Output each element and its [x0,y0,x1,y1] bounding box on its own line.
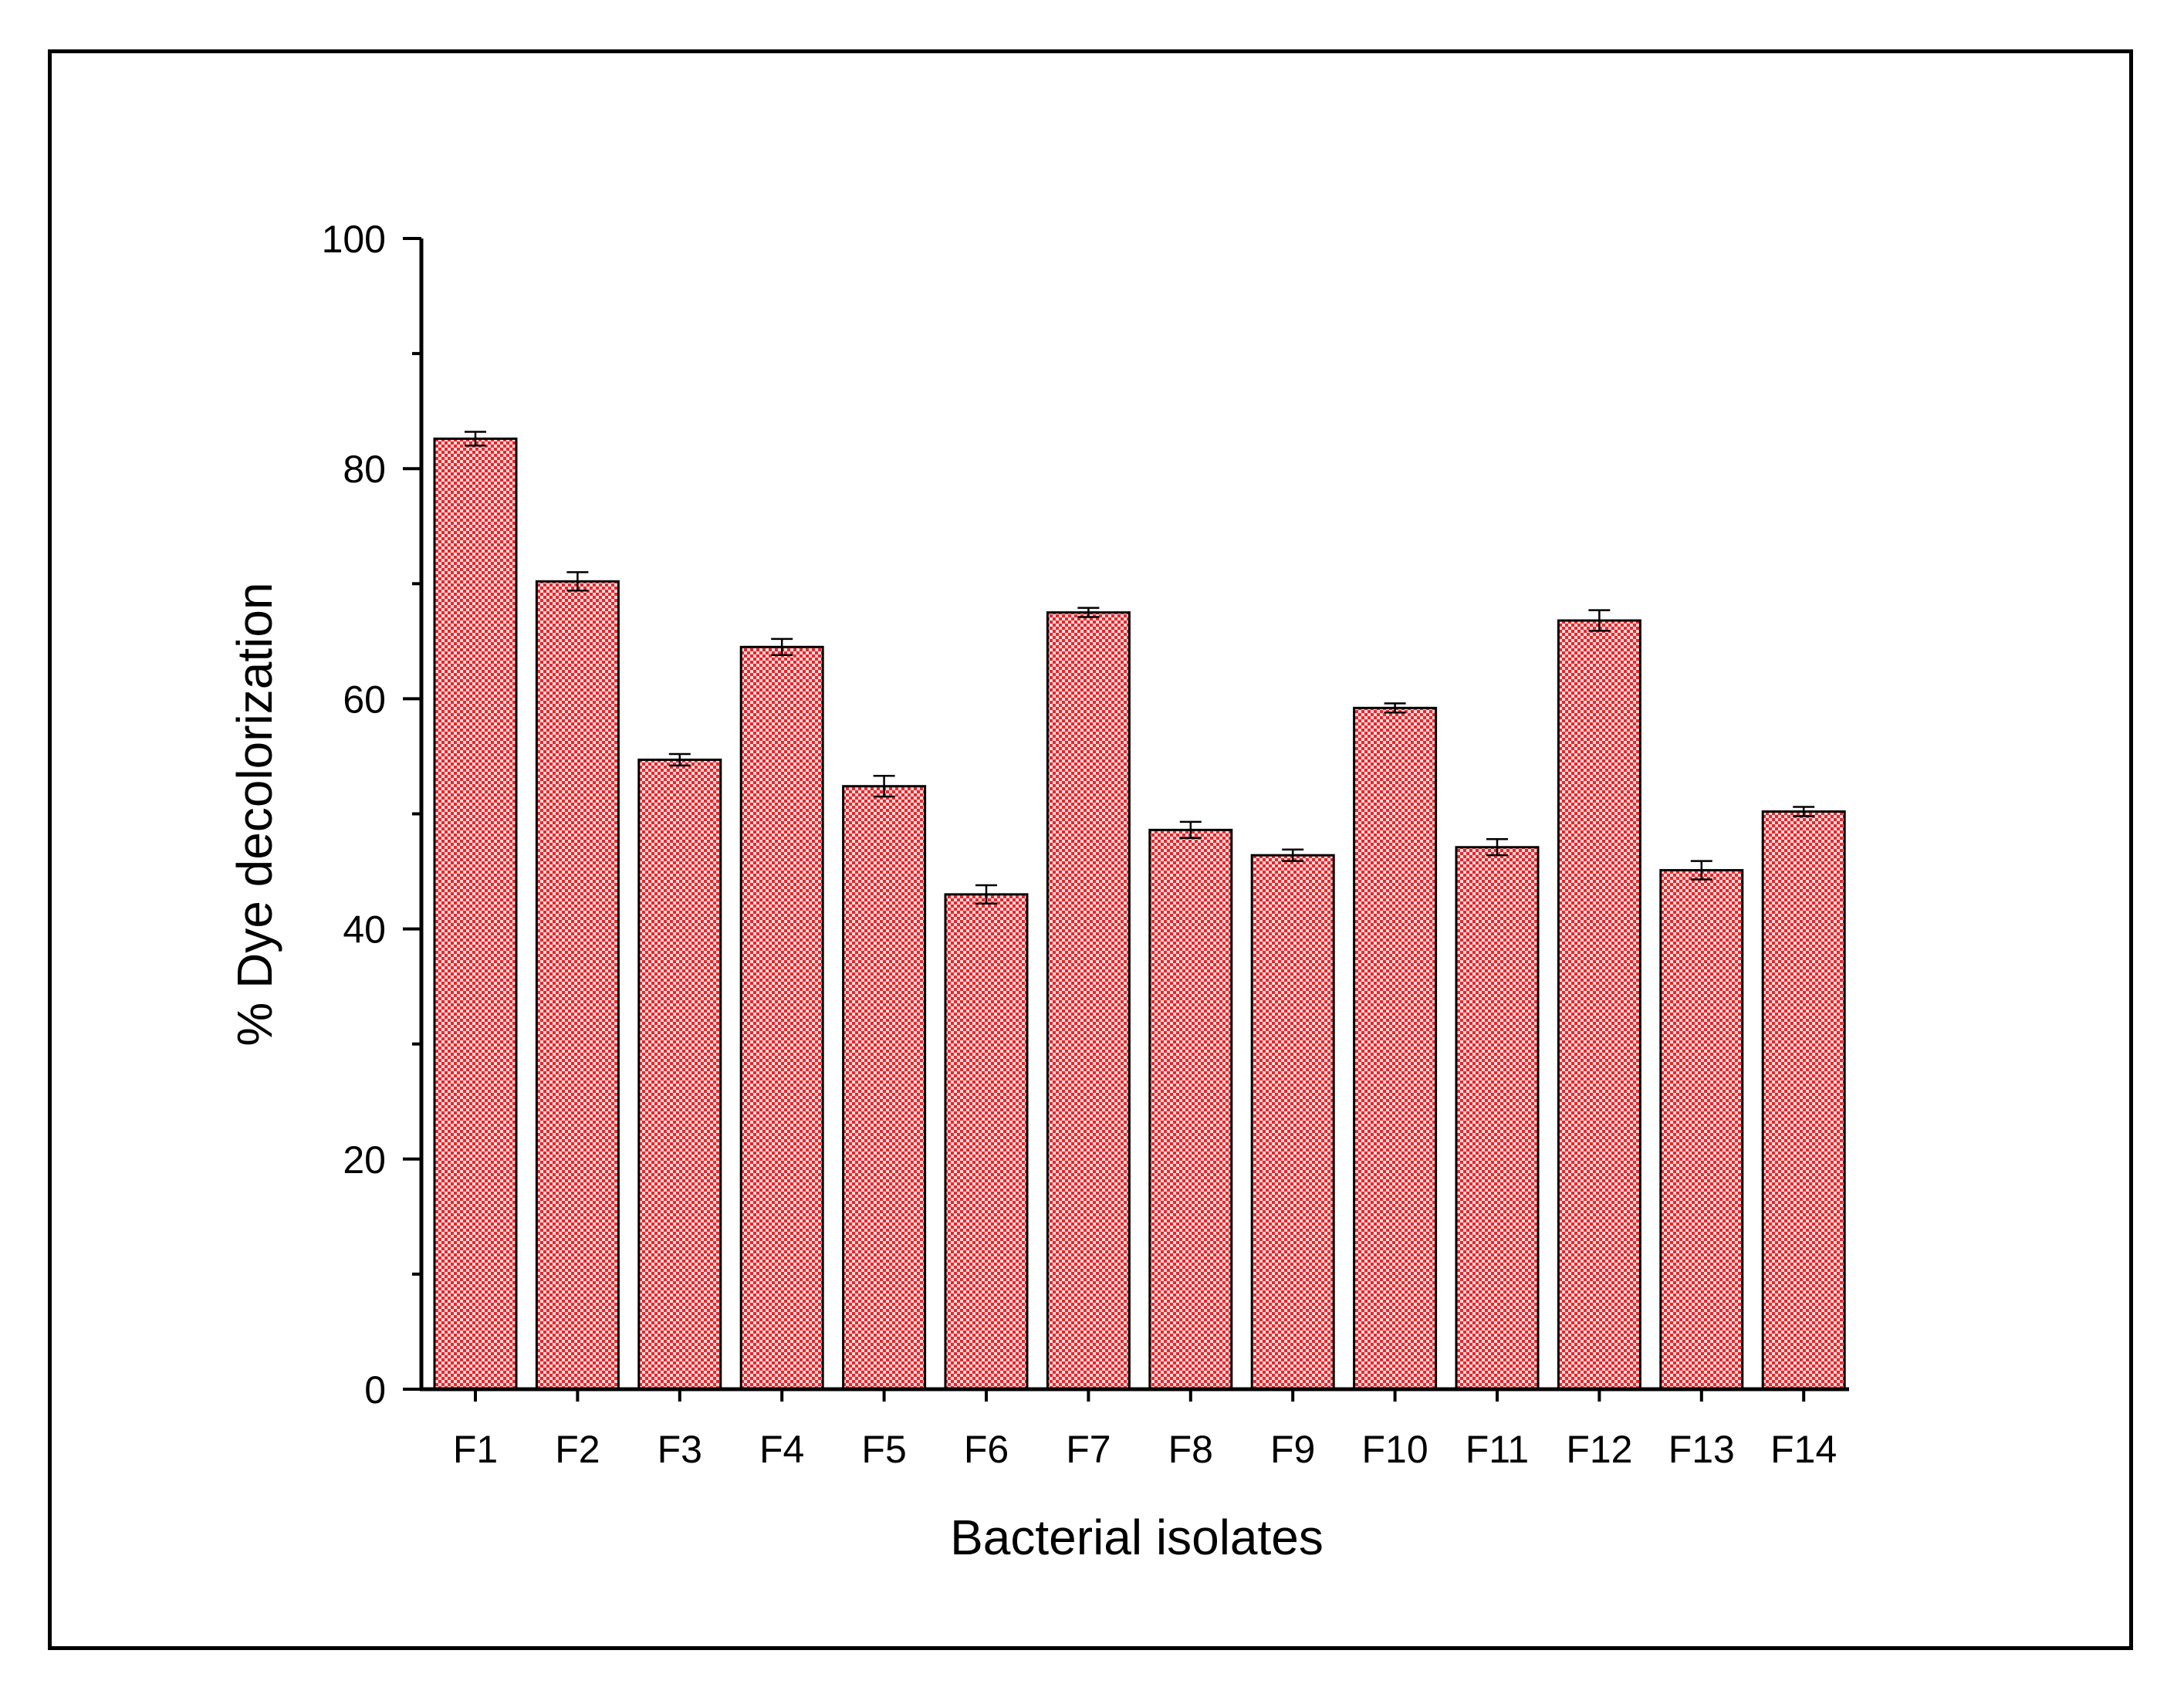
bar-f9 [1250,854,1335,1391]
bar-f3 [637,758,722,1391]
bar-f6 [944,893,1029,1391]
bar-f13 [1659,869,1744,1391]
y-tick-label-20: 20 [343,1138,386,1182]
bar-f2 [535,580,620,1391]
x-tick-label-f6: F6 [964,1428,1009,1471]
y-tick-label-100: 100 [322,218,386,261]
bar-f11 [1455,846,1540,1391]
y-ticks-layer: 0 20 40 60 80 100 [322,218,421,1412]
x-axis-title: Bacterial isolates [950,1510,1324,1565]
y-tick-label-40: 40 [343,908,386,952]
bar-f12 [1557,619,1641,1391]
bars-layer [433,437,1846,1391]
bar-f5 [842,785,927,1391]
x-tick-label-f7: F7 [1066,1428,1111,1471]
x-tick-label-f8: F8 [1168,1428,1213,1471]
error-bars-layer [465,431,1815,905]
y-tick-label-60: 60 [343,678,386,721]
x-tick-label-f11: F11 [1466,1428,1529,1471]
x-tick-label-f14: F14 [1770,1428,1837,1471]
x-tick-label-f5: F5 [861,1428,906,1471]
bar-f7 [1046,611,1131,1391]
x-tick-label-f10: F10 [1362,1428,1428,1471]
x-tick-label-f2: F2 [555,1428,600,1471]
x-tick-label-f1: F1 [453,1428,498,1471]
bar-f14 [1761,810,1846,1391]
x-tick-label-f3: F3 [658,1428,702,1471]
x-tick-label-f4: F4 [759,1428,804,1471]
bar-f8 [1148,828,1233,1391]
x-tick-label-f13: F13 [1668,1428,1735,1471]
x-ticks-layer: F1 F2 F3 F4 F5 F6 F7 F8 F9 F10 F11 F12 F13 F14 [453,1389,1837,1471]
bar-f4 [739,645,824,1391]
y-tick-label-0: 0 [364,1368,386,1412]
x-tick-label-f9: F9 [1270,1428,1315,1471]
x-tick-label-f12: F12 [1566,1428,1632,1471]
y-tick-label-80: 80 [343,448,386,491]
bar-f1 [433,437,518,1391]
bar-f10 [1353,706,1438,1391]
y-axis-title: % Dye decolorization [227,582,282,1046]
